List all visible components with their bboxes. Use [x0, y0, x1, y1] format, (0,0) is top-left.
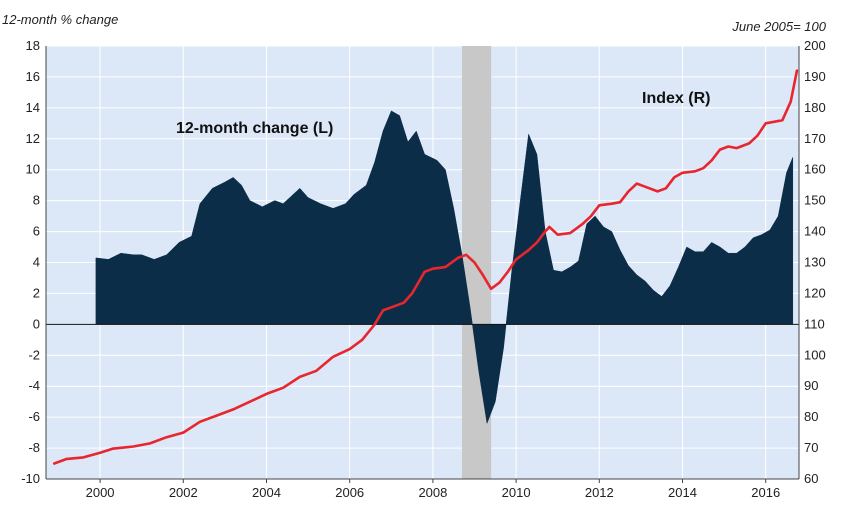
- left-tick-label: -2: [28, 347, 40, 362]
- index-series-line: [52, 69, 799, 465]
- left-tick-label: -10: [21, 471, 40, 486]
- x-tick-label: 2000: [86, 485, 115, 500]
- left-tick-label: 8: [33, 193, 40, 208]
- right-tick-label: 110: [804, 316, 825, 331]
- left-tick-label: 4: [33, 255, 40, 270]
- x-tick-label: 2002: [169, 485, 198, 500]
- right-tick-label: 90: [804, 378, 818, 393]
- x-tick-label: 2016: [751, 485, 780, 500]
- right-tick-label: 80: [804, 409, 818, 424]
- x-tick-label: 2012: [585, 485, 614, 500]
- right-tick-label: 180: [804, 100, 826, 115]
- left-tick-label: -6: [28, 409, 40, 424]
- x-tick-label: 2008: [418, 485, 447, 500]
- left-tick-label: 0: [33, 316, 40, 331]
- right-tick-label: 190: [804, 69, 826, 84]
- left-tick-label: 6: [33, 224, 40, 239]
- left-tick-label: -8: [28, 440, 40, 455]
- x-tick-label: 2004: [252, 485, 281, 500]
- x-tick-label: 2006: [335, 485, 364, 500]
- right-tick-label: 170: [804, 131, 826, 146]
- right-tick-label: 160: [804, 162, 826, 177]
- right-tick-label: 100: [804, 347, 826, 362]
- x-tick-label: 2010: [502, 485, 531, 500]
- left-tick-label: 2: [33, 285, 40, 300]
- right-tick-label: 140: [804, 224, 826, 239]
- right-tick-label: 60: [804, 471, 818, 486]
- left-tick-label: 12: [26, 131, 40, 146]
- right-tick-label: 120: [804, 285, 826, 300]
- change-series-annotation: 12-month change (L): [176, 120, 333, 137]
- left-tick-label: 10: [26, 162, 40, 177]
- left-tick-label: 18: [26, 38, 40, 53]
- left-axis-label: 12-month % change: [2, 12, 118, 27]
- right-tick-label: 70: [804, 440, 818, 455]
- right-tick-label: 130: [804, 255, 826, 270]
- right-tick-label: 150: [804, 193, 826, 208]
- left-tick-label: 14: [26, 100, 40, 115]
- right-axis-label: June 2005= 100: [731, 19, 826, 34]
- index-series-annotation: Index (R): [642, 90, 710, 107]
- right-tick-label: 200: [804, 38, 826, 53]
- left-tick-label: -4: [28, 378, 40, 393]
- left-tick-label: 16: [26, 69, 40, 84]
- x-tick-label: 2014: [668, 485, 697, 500]
